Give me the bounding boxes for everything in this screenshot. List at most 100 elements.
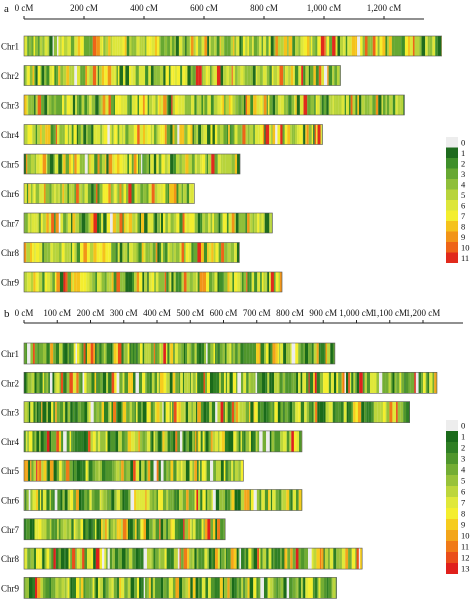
density-segment: [32, 489, 36, 511]
density-segment: [141, 460, 145, 482]
chromosome-chr4: Chr4: [1, 124, 323, 145]
density-segment: [261, 272, 264, 292]
density-segment: [397, 95, 401, 115]
density-segment: [218, 272, 223, 292]
density-segment: [150, 154, 154, 174]
density-segment: [247, 36, 249, 56]
density-segment: [181, 242, 185, 263]
density-segment: [30, 343, 33, 364]
density-segment: [93, 577, 96, 599]
density-segment: [116, 242, 119, 263]
density-segment: [47, 124, 51, 145]
density-segment: [46, 518, 50, 540]
density-segment: [162, 430, 165, 452]
density-segment: [24, 343, 26, 364]
density-segment: [163, 460, 167, 482]
density-segment: [27, 36, 30, 56]
density-segment: [262, 548, 267, 570]
density-segment: [240, 372, 244, 394]
density-segment: [301, 577, 303, 599]
density-segment: [173, 272, 176, 292]
density-segment: [78, 372, 81, 394]
density-segment: [188, 401, 192, 423]
density-segment: [138, 242, 142, 263]
chromosome-chr3: Chr3: [1, 401, 411, 423]
density-segment: [34, 518, 37, 540]
density-segment: [221, 242, 225, 263]
density-segment: [194, 154, 197, 174]
density-segment: [139, 460, 142, 482]
density-segment: [110, 36, 113, 56]
density-segment: [204, 343, 207, 364]
density-segment: [55, 183, 59, 204]
density-segment: [263, 272, 266, 292]
density-segment: [26, 518, 30, 540]
density-segment: [235, 401, 239, 423]
density-segment: [106, 518, 109, 540]
density-segment: [40, 272, 43, 292]
density-segment: [348, 372, 350, 394]
density-segment: [53, 36, 58, 56]
density-segment: [412, 36, 415, 56]
density-segment: [97, 577, 101, 599]
density-segment: [132, 343, 135, 364]
density-segment: [63, 213, 67, 233]
density-segment: [86, 401, 89, 423]
density-segment: [67, 577, 69, 599]
density-segment: [89, 272, 92, 292]
density-segment: [155, 343, 157, 364]
density-segment: [46, 548, 50, 570]
density-segment: [217, 213, 219, 233]
density-segment: [178, 401, 181, 423]
density-segment: [270, 213, 273, 233]
density-segment: [314, 577, 318, 599]
density-segment: [239, 430, 241, 452]
density-segment: [382, 401, 386, 423]
density-segment: [158, 213, 160, 233]
density-segment: [408, 36, 410, 56]
density-segment: [77, 430, 82, 452]
density-segment: [164, 430, 168, 452]
density-segment: [50, 272, 53, 292]
density-segment: [169, 183, 172, 204]
density-segment: [288, 36, 293, 56]
density-segment: [316, 124, 318, 145]
density-segment: [144, 460, 147, 482]
density-segment: [129, 36, 132, 56]
density-segment: [181, 343, 185, 364]
density-segment: [269, 124, 272, 145]
density-segment: [176, 460, 179, 482]
density-segment: [126, 183, 129, 204]
density-segment: [156, 489, 159, 511]
density-segment: [419, 36, 422, 56]
density-segment: [194, 213, 198, 233]
density-segment: [116, 154, 120, 174]
density-segment: [60, 489, 63, 511]
density-segment: [108, 154, 113, 174]
density-segment: [24, 36, 28, 56]
density-segment: [339, 548, 342, 570]
density-segment: [224, 213, 227, 233]
density-segment: [185, 343, 188, 364]
density-segment: [37, 95, 42, 115]
density-segment: [360, 548, 363, 570]
density-segment: [262, 36, 265, 56]
density-segment: [122, 242, 125, 263]
density-segment: [128, 183, 132, 204]
density-segment: [217, 577, 220, 599]
density-segment: [82, 548, 85, 570]
density-segment: [89, 242, 94, 263]
density-segment: [335, 36, 338, 56]
density-segment: [435, 36, 438, 56]
density-segment: [298, 489, 302, 511]
density-segment: [61, 577, 65, 599]
density-segment: [297, 124, 300, 145]
density-segment: [158, 154, 162, 174]
density-segment: [44, 272, 48, 292]
density-segment: [317, 401, 320, 423]
density-segment: [166, 124, 171, 145]
density-segment: [45, 183, 50, 204]
density-segment: [81, 95, 85, 115]
density-segment: [357, 36, 361, 56]
